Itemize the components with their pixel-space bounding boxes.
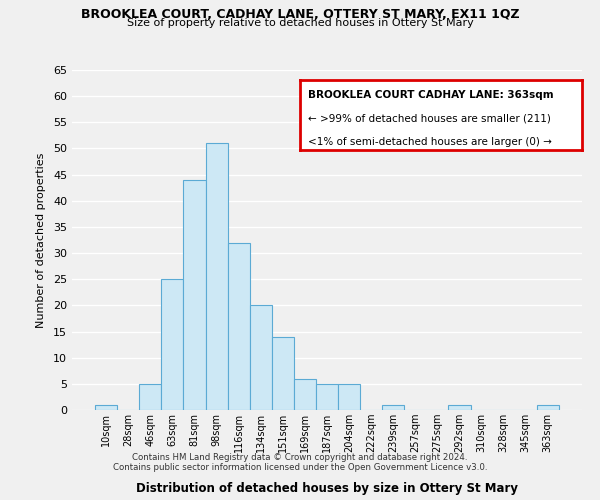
Text: BROOKLEA COURT, CADHAY LANE, OTTERY ST MARY, EX11 1QZ: BROOKLEA COURT, CADHAY LANE, OTTERY ST M… xyxy=(80,8,520,20)
Bar xyxy=(95,405,117,410)
Text: Contains HM Land Registry data © Crown copyright and database right 2024.: Contains HM Land Registry data © Crown c… xyxy=(132,452,468,462)
Bar xyxy=(184,180,206,410)
Bar xyxy=(537,405,559,410)
Bar xyxy=(161,279,184,410)
Text: ← >99% of detached houses are smaller (211): ← >99% of detached houses are smaller (2… xyxy=(308,114,551,124)
Text: <1% of semi-detached houses are larger (0) →: <1% of semi-detached houses are larger (… xyxy=(308,138,553,147)
Bar xyxy=(227,242,250,410)
Bar xyxy=(294,378,316,410)
Text: Size of property relative to detached houses in Ottery St Mary: Size of property relative to detached ho… xyxy=(127,18,473,28)
Bar xyxy=(250,306,272,410)
Text: Distribution of detached houses by size in Ottery St Mary: Distribution of detached houses by size … xyxy=(136,482,518,495)
Bar xyxy=(206,143,227,410)
Bar xyxy=(316,384,338,410)
Text: BROOKLEA COURT CADHAY LANE: 363sqm: BROOKLEA COURT CADHAY LANE: 363sqm xyxy=(308,90,554,101)
Text: Contains public sector information licensed under the Open Government Licence v3: Contains public sector information licen… xyxy=(113,462,487,471)
Bar xyxy=(272,337,294,410)
Bar xyxy=(338,384,360,410)
Y-axis label: Number of detached properties: Number of detached properties xyxy=(36,152,46,328)
Bar xyxy=(139,384,161,410)
Bar xyxy=(448,405,470,410)
Bar xyxy=(382,405,404,410)
